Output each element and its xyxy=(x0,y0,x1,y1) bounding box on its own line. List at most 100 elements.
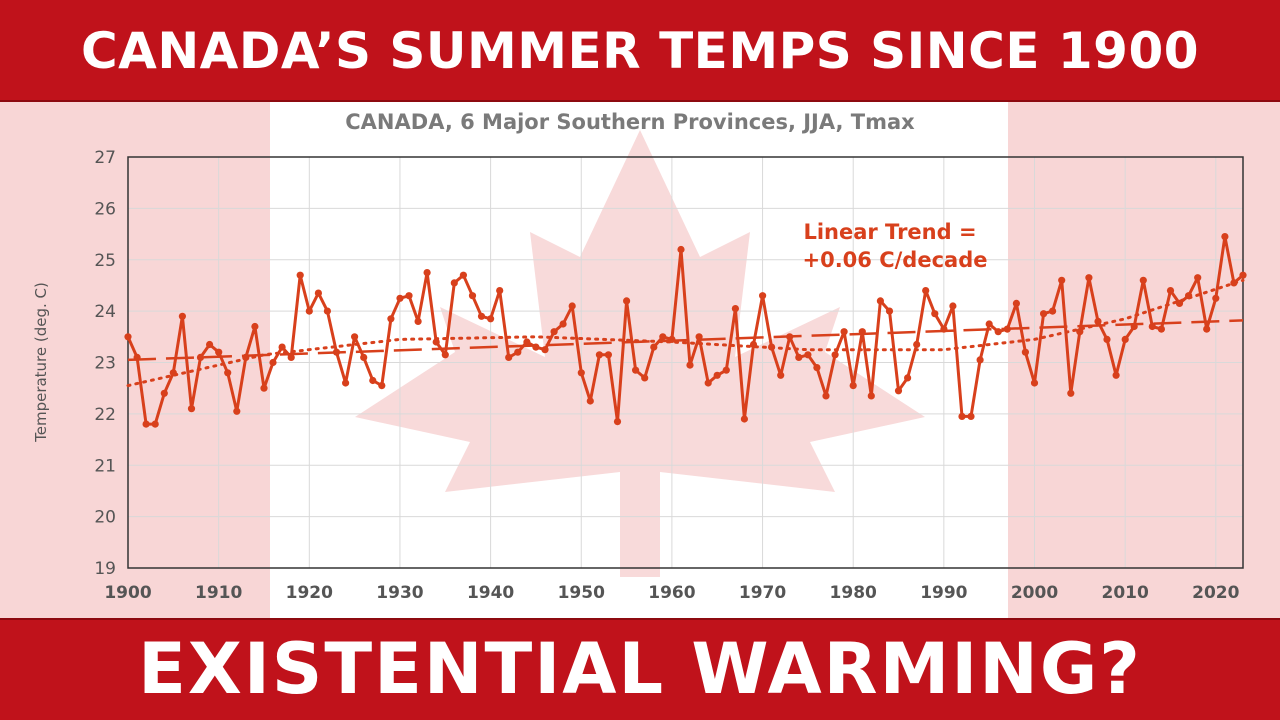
data-point xyxy=(369,376,377,385)
y-tick-label: 24 xyxy=(94,302,116,322)
data-point xyxy=(922,287,930,295)
data-point xyxy=(813,364,821,372)
x-tick-label: 1900 xyxy=(104,583,151,603)
data-point xyxy=(686,361,694,369)
data-point xyxy=(169,369,177,377)
data-point xyxy=(994,328,1002,336)
data-point xyxy=(133,353,141,361)
x-tick-label: 2010 xyxy=(1101,583,1148,603)
data-point xyxy=(822,392,830,400)
series-line xyxy=(126,235,1244,426)
data-point xyxy=(206,340,214,349)
data-point xyxy=(242,353,250,361)
data-point xyxy=(314,289,322,297)
data-point xyxy=(441,351,449,359)
x-tick-label: 1930 xyxy=(376,583,423,603)
x-tick-label: 1950 xyxy=(558,583,605,603)
data-point xyxy=(459,271,467,279)
x-tick-label: 2020 xyxy=(1192,583,1239,603)
y-axis-ticks: 19 20 21 22 23 24 25 26 27 xyxy=(94,148,116,579)
data-point xyxy=(423,269,431,277)
data-point xyxy=(1139,276,1147,284)
data-point xyxy=(849,382,857,390)
data-point xyxy=(613,418,622,426)
data-point xyxy=(305,307,313,315)
data-point xyxy=(586,397,594,405)
data-point xyxy=(477,312,486,320)
data-point xyxy=(949,302,957,310)
data-point xyxy=(1148,322,1156,331)
data-point xyxy=(958,412,966,420)
data-point xyxy=(1094,317,1102,325)
trend-annotation-line2: +0.06 C/decade xyxy=(803,248,988,272)
data-point xyxy=(1185,292,1193,300)
x-tick-label: 1940 xyxy=(467,583,514,603)
data-point xyxy=(151,420,159,428)
data-point xyxy=(768,343,776,351)
data-point xyxy=(450,279,458,287)
y-tick-label: 19 xyxy=(94,559,116,579)
data-point xyxy=(795,353,803,361)
data-point xyxy=(641,374,649,382)
chart-area: CANADA, 6 Major Southern Provinces, JJA,… xyxy=(0,102,1280,618)
y-tick-label: 22 xyxy=(94,405,116,425)
data-points xyxy=(124,233,1247,428)
data-point xyxy=(1049,307,1057,315)
data-point xyxy=(913,340,921,349)
data-point xyxy=(1230,279,1238,287)
data-point xyxy=(523,338,531,346)
data-point xyxy=(224,369,232,377)
x-axis-ticks: 1900 1910 1920 1930 1940 1950 1960 1970 1980 1990… xyxy=(104,583,1239,603)
data-point xyxy=(233,407,241,415)
data-point xyxy=(287,353,295,361)
data-point xyxy=(1212,294,1220,302)
data-point xyxy=(1239,271,1247,279)
data-point xyxy=(985,320,993,328)
x-tick-label: 1960 xyxy=(648,583,695,603)
chart-title: CANADA, 6 Major Southern Provinces, JJA,… xyxy=(345,110,915,134)
data-point xyxy=(1067,389,1075,397)
x-tick-label: 2000 xyxy=(1011,583,1058,603)
y-tick-label: 25 xyxy=(94,251,116,271)
data-point xyxy=(677,245,685,254)
flag-right-band xyxy=(1008,102,1280,618)
flag-background xyxy=(0,102,1280,618)
data-point xyxy=(496,287,504,295)
data-point xyxy=(251,322,259,331)
data-point xyxy=(1058,276,1066,284)
data-point xyxy=(777,371,785,379)
data-point xyxy=(713,371,721,379)
x-tick-label: 1910 xyxy=(195,583,242,603)
data-point xyxy=(559,320,567,328)
data-point xyxy=(831,351,839,359)
x-tick-label: 1990 xyxy=(920,583,967,603)
data-point xyxy=(178,312,186,320)
data-point xyxy=(505,353,513,361)
data-point xyxy=(659,333,667,341)
data-point xyxy=(623,297,631,305)
data-point xyxy=(532,343,540,351)
data-point xyxy=(260,384,268,392)
data-point xyxy=(595,351,604,359)
y-tick-label: 23 xyxy=(94,354,116,374)
data-point xyxy=(1130,322,1138,331)
trend-line-dashed xyxy=(127,319,1244,362)
data-point xyxy=(904,374,912,382)
data-point xyxy=(1003,325,1011,333)
data-point xyxy=(296,271,304,279)
data-point xyxy=(650,343,658,351)
data-point xyxy=(396,294,404,302)
data-point xyxy=(967,412,975,420)
data-point xyxy=(632,366,640,374)
data-point xyxy=(468,292,477,300)
data-point xyxy=(885,307,894,315)
data-point xyxy=(749,340,758,349)
data-point xyxy=(604,351,613,359)
data-point xyxy=(940,325,948,333)
headline-top: CANADA’S SUMMER TEMPS SINCE 1900 xyxy=(0,0,1280,102)
data-point xyxy=(804,351,812,359)
data-point xyxy=(550,328,558,336)
data-point xyxy=(487,315,495,323)
data-point xyxy=(759,292,767,300)
data-point xyxy=(1157,325,1165,333)
